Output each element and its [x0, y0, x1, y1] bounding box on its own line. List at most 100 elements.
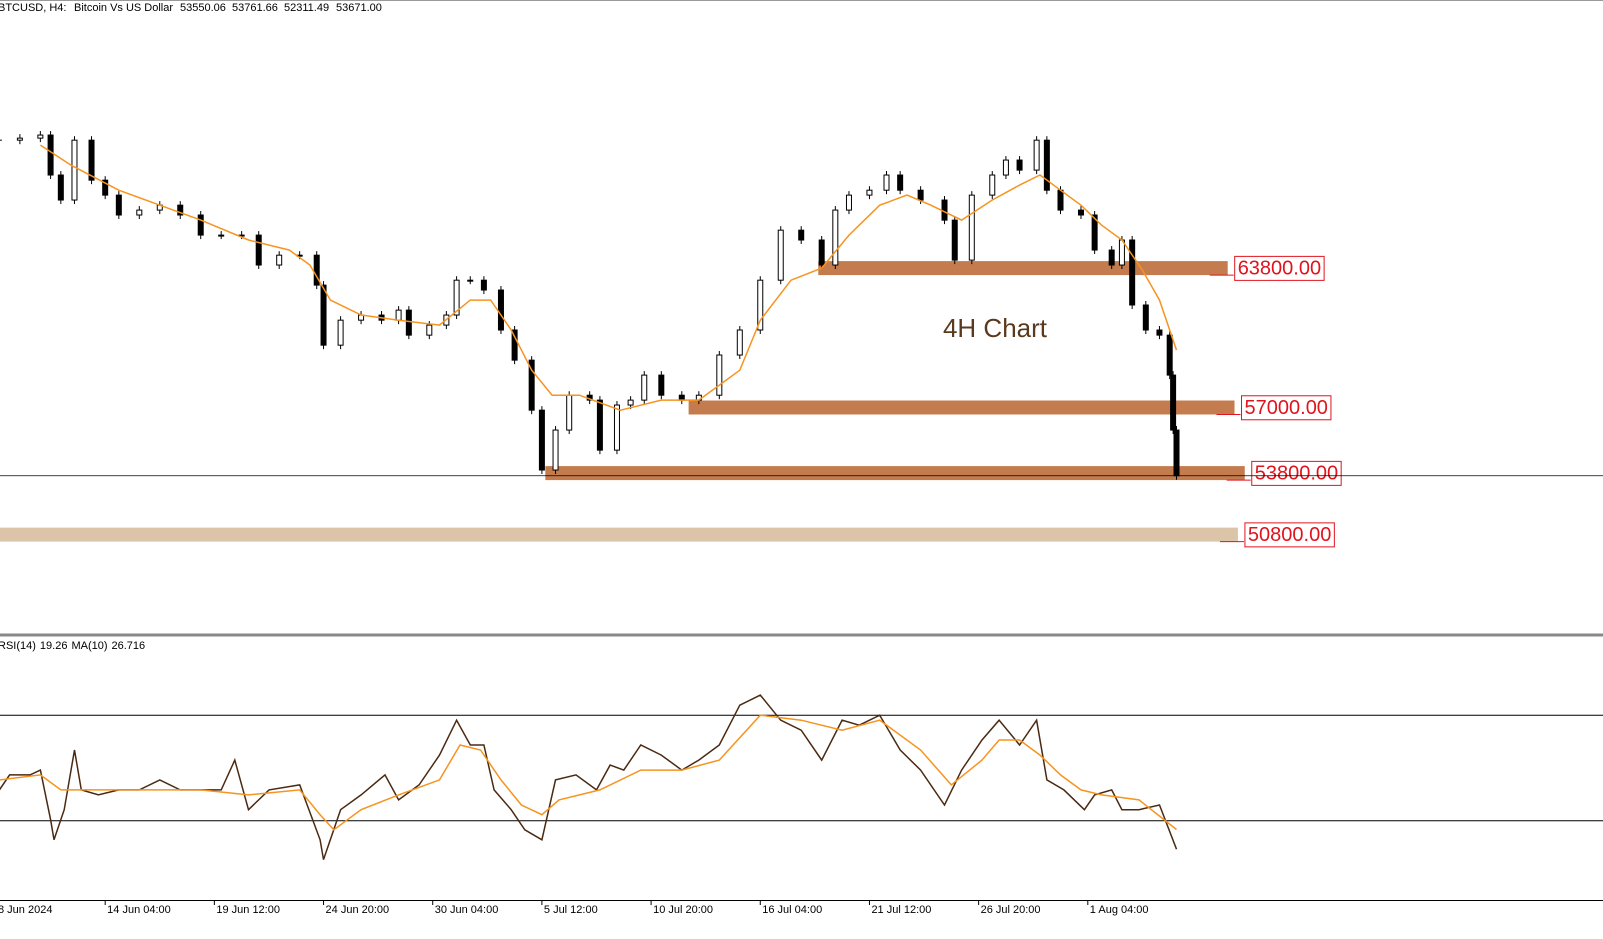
- candle-body: [883, 174, 890, 191]
- x-tick-label: 19 Jun 12:00: [216, 904, 280, 916]
- level-zone: [688, 400, 1235, 415]
- rsi-line: [0, 694, 1178, 860]
- level-label-box: [1241, 395, 1332, 421]
- candle-body: [136, 209, 143, 216]
- candle-body: [658, 374, 665, 396]
- candle-body: [566, 394, 573, 431]
- candle-body: [1108, 249, 1115, 266]
- annotation: 4H Chart: [943, 313, 1048, 343]
- candle-body: [613, 404, 620, 451]
- candle-body: [197, 214, 204, 236]
- candle-body: [941, 199, 948, 221]
- level-label: 50800.00: [1248, 524, 1331, 546]
- level-zone: [545, 466, 1245, 481]
- x-tick-label: 30 Jun 04:00: [435, 904, 499, 916]
- candle-body: [177, 204, 184, 216]
- candle-body: [480, 279, 487, 291]
- candle-body: [1057, 189, 1064, 211]
- candle-body: [798, 229, 805, 241]
- candle-body: [115, 194, 122, 216]
- candle-body: [57, 174, 64, 201]
- level-label-box: [1251, 460, 1342, 486]
- x-tick-label: 14 Jun 04:00: [107, 904, 171, 916]
- candle-body: [405, 309, 412, 336]
- rsi-value: 19.26: [40, 640, 68, 652]
- candle-body: [37, 134, 44, 139]
- candle-body: [276, 254, 283, 266]
- candle-body: [1173, 429, 1180, 477]
- candle-body: [1091, 214, 1098, 251]
- level-label-box: [1234, 255, 1325, 281]
- candle-body: [426, 324, 433, 336]
- candle-body: [716, 354, 723, 396]
- candle-body: [511, 329, 518, 361]
- candle-body: [313, 254, 320, 286]
- level-label: 63800.00: [1238, 257, 1321, 279]
- rsi-ma-title: MA(10): [71, 640, 107, 652]
- level-zone: [818, 261, 1228, 276]
- candle-body: [596, 399, 603, 451]
- candle-body: [453, 279, 460, 316]
- header-symbol: BTCUSD, H4:: [0, 2, 66, 14]
- candle-body: [917, 189, 924, 201]
- candle-body: [641, 374, 648, 401]
- candle-body: [102, 179, 109, 196]
- candle-body: [627, 399, 634, 406]
- candle-body: [757, 279, 764, 331]
- candle-body: [1002, 159, 1009, 176]
- candle-body: [71, 139, 78, 201]
- level-zone: [0, 527, 1238, 542]
- candle-body: [255, 234, 262, 266]
- candle-body: [1170, 374, 1177, 431]
- rsi-ma-line: [0, 714, 1177, 831]
- candle-body: [467, 279, 474, 282]
- candle-body: [528, 359, 535, 411]
- level-label: 53800.00: [1255, 462, 1338, 484]
- moving-average: [39, 144, 1178, 411]
- candle-body: [1142, 304, 1149, 331]
- x-tick-label: 24 Jun 20:00: [326, 904, 390, 916]
- candle-body: [951, 219, 958, 261]
- candle-body: [866, 189, 873, 196]
- x-tick-label: 5 Jul 12:00: [544, 904, 598, 916]
- candle-body: [337, 319, 344, 346]
- x-tick-label: 26 Jul 20:00: [981, 904, 1041, 916]
- candle-body: [16, 137, 23, 141]
- candle-body: [320, 284, 327, 346]
- header-low: 52311.49: [284, 2, 329, 14]
- candle-body: [1077, 209, 1084, 216]
- header-high: 53761.66: [232, 2, 278, 14]
- header-open: 53550.06: [180, 2, 226, 14]
- candle-body: [497, 289, 504, 331]
- candle-body: [1033, 139, 1040, 171]
- level-label: 57000.00: [1245, 397, 1328, 419]
- candle-body: [88, 139, 95, 181]
- x-tick-label: 8 Jun 2024: [0, 904, 52, 916]
- candle-body: [1156, 329, 1163, 336]
- candle-body: [47, 134, 54, 176]
- x-tick-label: 1 Aug 04:00: [1090, 904, 1149, 916]
- candle-body: [538, 409, 545, 471]
- candle-body: [1166, 334, 1173, 376]
- candle-body: [218, 234, 225, 237]
- candle-body: [777, 229, 784, 281]
- header-description: Bitcoin Vs US Dollar: [74, 2, 173, 14]
- candle-body: [968, 194, 975, 261]
- candle-body: [736, 329, 743, 356]
- candle-body: [989, 174, 996, 196]
- candle-body: [552, 429, 559, 471]
- candle-body: [1129, 239, 1136, 306]
- rsi-title: RSI(14): [0, 640, 36, 652]
- x-tick-label: 21 Jul 12:00: [871, 904, 931, 916]
- candle-body: [897, 174, 904, 191]
- candle-body: [832, 209, 839, 266]
- candle-body: [395, 309, 402, 321]
- candle-body: [845, 194, 852, 211]
- header-close: 53671.00: [336, 2, 382, 14]
- candle-body: [1016, 159, 1023, 171]
- candle-body: [1043, 139, 1050, 191]
- rsi-ma-value: 26.716: [112, 640, 146, 652]
- level-label-box: [1244, 522, 1335, 548]
- x-tick-label: 16 Jul 04:00: [762, 904, 822, 916]
